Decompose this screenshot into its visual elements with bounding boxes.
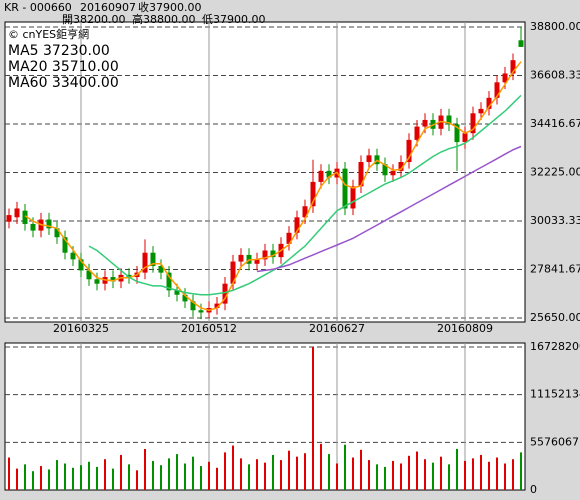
candle-body (182, 294, 188, 302)
close-label: 收37900.00 (138, 0, 202, 14)
candle-body (414, 126, 420, 140)
candle-body (518, 40, 524, 47)
candle-body (286, 232, 292, 244)
candle-body (486, 97, 492, 109)
candle-body (142, 252, 148, 273)
high-label: 高38800.00 (132, 12, 196, 26)
ma-line (24, 61, 522, 311)
candle-body (166, 272, 172, 291)
candle-body (110, 277, 116, 282)
candle-body (294, 217, 300, 233)
x-tick-label: 20160325 (53, 322, 109, 335)
candle-body (46, 219, 52, 229)
y-tick-label: 0 (530, 483, 537, 496)
y-tick-label: 34416.67 (530, 117, 580, 130)
candle-body (398, 161, 404, 171)
candle-body (78, 259, 84, 271)
candle-body (6, 215, 12, 222)
candle-body (254, 259, 260, 264)
candle-body (262, 250, 268, 260)
y-tick-label: 27841.67 (530, 262, 580, 275)
candle-body (326, 170, 332, 178)
candle-body (310, 181, 316, 207)
open-label: 開38200.00 (62, 13, 126, 26)
candle-body (30, 223, 36, 231)
date: 20160907 (80, 1, 136, 14)
y-tick-label: 32225.00 (530, 165, 580, 178)
candle-body (470, 113, 476, 134)
candle-body (494, 82, 500, 98)
x-tick-label: 20160627 (309, 322, 365, 335)
candle-body (390, 170, 396, 176)
legend-entry: MA60 33400.00 (8, 75, 119, 91)
low-label: 低37900.00 (202, 13, 266, 26)
legend-entry: MA5 37230.00 (8, 43, 110, 59)
x-tick-label: 20160512 (181, 322, 237, 335)
candle-body (158, 265, 164, 273)
candle-body (150, 252, 156, 266)
candle-body (478, 108, 484, 114)
ma-line (256, 145, 522, 273)
candle-body (406, 139, 412, 162)
candle-body (422, 119, 428, 127)
y-tick-label: 38800.00 (530, 20, 580, 33)
candle-body (270, 250, 276, 258)
candle-body (454, 124, 460, 143)
legend-entry: MA20 35710.00 (8, 59, 119, 75)
candle-body (382, 164, 388, 176)
candle-body (510, 60, 516, 74)
candle-body (70, 252, 76, 260)
ma-line (88, 94, 522, 296)
candle-body (446, 115, 452, 125)
candle-body (342, 168, 348, 209)
y-tick-label: 5576067 (530, 435, 579, 448)
candle-body (126, 274, 132, 278)
candle-body (238, 254, 244, 262)
candle-body (366, 155, 372, 162)
candle-body (190, 301, 196, 311)
candle-body (358, 161, 364, 187)
candle-body (302, 206, 308, 218)
candle-body (502, 73, 508, 83)
y-tick-label: 25650.00 (530, 311, 580, 324)
x-tick-label: 20160809 (437, 322, 493, 335)
candle-body (230, 261, 236, 284)
source: © cnYES鉅亨網 (8, 27, 89, 41)
candle-body (350, 186, 356, 209)
candle-body (54, 228, 60, 238)
candle-body (14, 208, 20, 218)
candle-body (62, 237, 68, 253)
candle-body (222, 283, 228, 304)
candle-body (94, 279, 100, 284)
candle-body (318, 170, 324, 182)
symbol: KR - 000660 (4, 1, 72, 14)
candle-body (198, 310, 204, 313)
y-tick-label: 16728200 (530, 340, 580, 353)
candle-body (86, 270, 92, 280)
candle-body (22, 210, 28, 224)
y-tick-label: 11152134 (530, 388, 580, 401)
candle-body (214, 303, 220, 309)
candle-body (174, 290, 180, 295)
y-tick-label: 30033.33 (530, 214, 580, 227)
candle-body (462, 133, 468, 143)
y-tick-label: 36608.33 (530, 69, 580, 82)
